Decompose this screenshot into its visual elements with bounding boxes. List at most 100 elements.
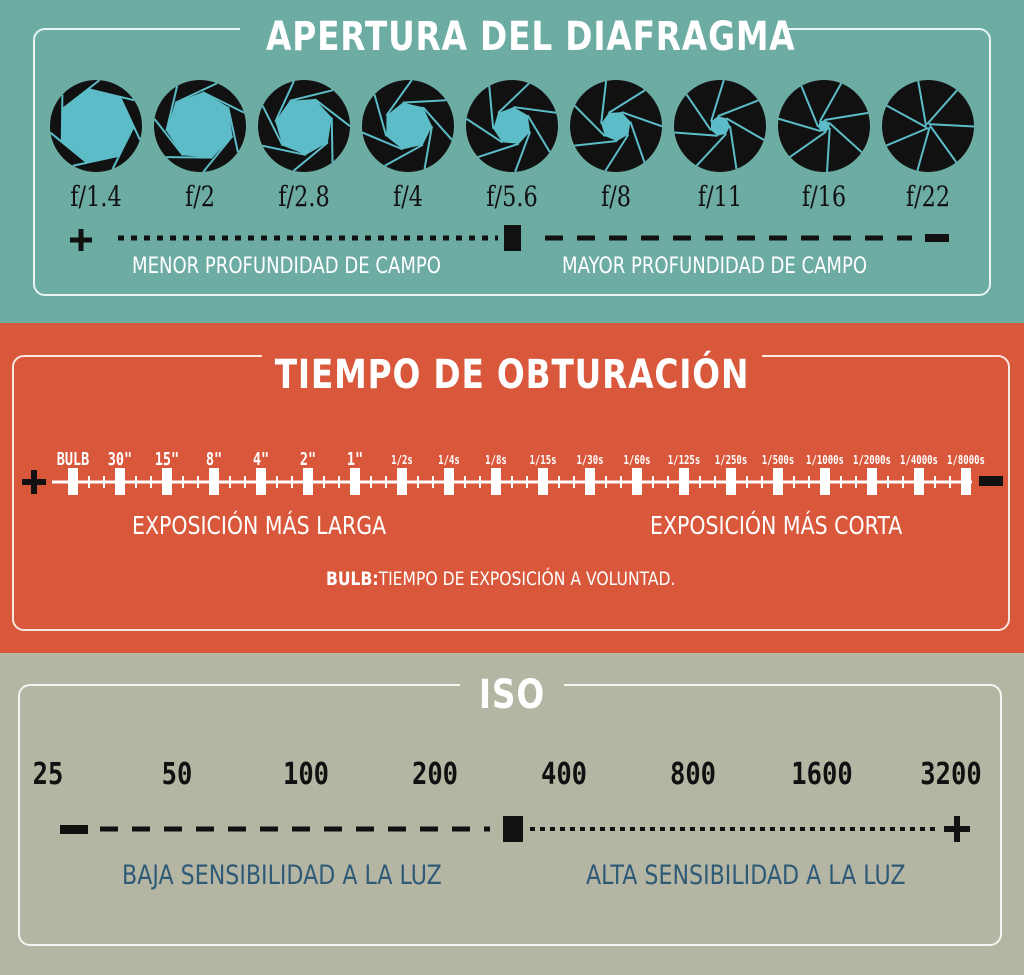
shutter-major-tick [726, 468, 736, 495]
shutter-speed-label: 1/4000s [900, 453, 938, 467]
title-gap [460, 680, 564, 688]
aperture-title: APERTURA DEL DIAFRAGMA [266, 14, 796, 60]
shutter-speed-label: 2" [299, 449, 317, 470]
shutter-right-label: EXPOSICIÓN MÁS CORTA [650, 511, 903, 540]
iris-blade-edge [118, 95, 141, 141]
iris-blade-edge [916, 126, 931, 172]
iris-blade-edge [526, 114, 551, 153]
aperture-left-label: MENOR PROFUNDIDAD DE CAMPO [132, 254, 441, 279]
shutter-speed-label: 8" [205, 449, 223, 470]
shutter-major-tick [162, 468, 172, 495]
iris-opening [601, 112, 631, 141]
iris-blade-edge [60, 94, 64, 143]
shutter-speed-label: 1/15s [529, 453, 557, 467]
iris-blade-edge [153, 118, 184, 157]
shutter-speed-label: 1/8000s [947, 453, 985, 467]
shutter-major-tick [350, 468, 360, 495]
f-stop-label: f/8 [600, 180, 632, 213]
iso-value-label: 1600 [791, 757, 853, 792]
iris-blade-edge [274, 80, 295, 123]
iris-opening [711, 116, 730, 136]
midpoint-marker [503, 816, 523, 842]
iris-blade-edge [818, 82, 843, 123]
iris-blade-edge [466, 118, 503, 144]
iso-title: ISO [478, 672, 546, 718]
midpoint-marker [504, 225, 521, 251]
iris-blade-edge [926, 89, 958, 125]
iris-blade-edge [174, 82, 218, 104]
bulb-note: BULB:TIEMPO DE EXPOSICIÓN A VOLUNTAD. [326, 568, 676, 590]
iris-opening [493, 107, 531, 144]
iris-blade-edge [826, 127, 831, 172]
f-stop-label: f/4 [392, 180, 424, 213]
iris-blade-edge [928, 123, 975, 128]
shutter-major-tick [961, 468, 971, 495]
iso-right-label: ALTA SENSIBILIDAD A LA LUZ [586, 860, 906, 891]
shutter-speed-label: 1/60s [623, 453, 651, 467]
iris-blade-edge [621, 111, 663, 128]
plus-icon [944, 816, 970, 842]
iris-opening [275, 99, 332, 155]
iris-blade-edge [725, 117, 765, 141]
iso-value-label: 100 [282, 757, 330, 792]
shutter-major-tick [209, 468, 219, 495]
iris-blade-edge [314, 98, 351, 128]
iris-blade-edge [292, 141, 329, 172]
shutter-speed-label: 1/4s [438, 453, 460, 467]
shutter-major-tick [914, 468, 924, 495]
shutter-title: TIEMPO DE OBTURACIÓN [274, 352, 750, 398]
iris-blade-edge [695, 133, 727, 167]
iris-blade-edge [385, 79, 413, 117]
iris-blade-edge [402, 99, 447, 104]
iris-blade-edge [262, 144, 307, 156]
shutter-speed-label: 1/500s [761, 453, 795, 467]
plus-icon [70, 229, 92, 251]
aperture-iris-icon [882, 80, 974, 172]
iris-blade-edge [384, 143, 424, 167]
iso-value-label: 3200 [920, 757, 982, 792]
shutter-left-label: EXPOSICIÓN MÁS LARGA [132, 511, 387, 540]
shutter-major-tick [68, 468, 78, 495]
iris-blade-edge [488, 85, 495, 129]
shutter-speed-label: 1/125s [667, 453, 701, 467]
shutter-major-tick [820, 468, 830, 495]
shutter-major-tick [303, 468, 313, 495]
shutter-speed-label: 1" [346, 449, 364, 470]
f-stop-label: f/2.8 [278, 180, 330, 213]
shutter-major-tick [773, 468, 783, 495]
iso-section [0, 653, 1024, 975]
iris-blade-edge [778, 117, 822, 133]
iris-blade-edge [165, 85, 179, 132]
iris-blade-edge [574, 139, 618, 147]
plus-icon [22, 470, 46, 494]
iris-blade-edge [729, 125, 738, 170]
iso-value-label: 200 [411, 757, 459, 792]
iris-blade-edge [886, 104, 928, 129]
iris-opening [166, 92, 233, 158]
f-stop-label: f/2 [184, 180, 216, 213]
iris-blade-edge [72, 154, 120, 167]
iris-blade-edge [61, 79, 101, 111]
iris-opening [818, 120, 830, 132]
iris-blade-edge [600, 80, 608, 124]
shutter-speed-label: BULB [56, 449, 90, 470]
iris-blade-edge [629, 121, 646, 163]
shutter-major-tick [115, 468, 125, 495]
iris-blade-edge [917, 80, 928, 126]
minus-icon [60, 825, 88, 834]
iris-blade-edge [674, 131, 718, 137]
iris-blade-edge [885, 127, 929, 147]
minus-icon [925, 234, 949, 242]
bulb-note-term: BULB: [326, 568, 379, 590]
iris-blade-edge [166, 156, 213, 159]
iso-value-label: 50 [161, 757, 193, 792]
iris-opening [386, 102, 432, 150]
shutter-major-tick [585, 468, 595, 495]
minus-icon [979, 476, 1003, 486]
iris-blade-edge [513, 106, 557, 114]
iris-blade-edge [49, 131, 89, 164]
iris-blade-edge [111, 125, 135, 170]
shutter-speed-label: 4" [252, 449, 270, 470]
shutter-speed-label: 30" [107, 449, 133, 470]
